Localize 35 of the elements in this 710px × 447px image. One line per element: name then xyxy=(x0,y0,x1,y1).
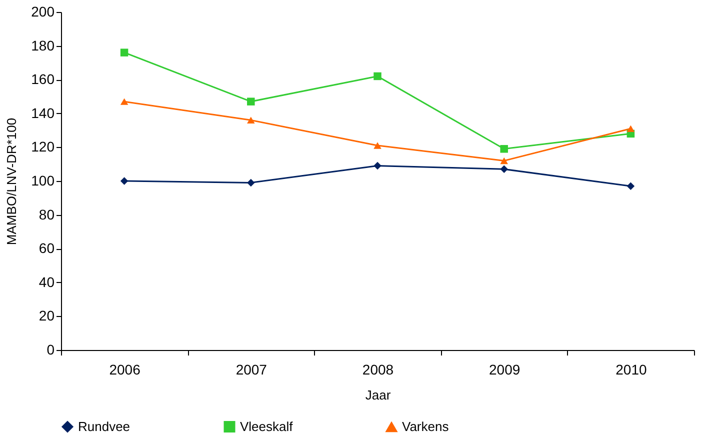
point xyxy=(374,72,382,80)
point xyxy=(500,145,508,153)
x-tick-label: 2007 xyxy=(236,362,268,378)
point xyxy=(374,142,382,149)
legend-label: Vleeskalf xyxy=(240,418,294,434)
x-tick-label: 2010 xyxy=(616,362,647,378)
x-tick-label: 2006 xyxy=(109,362,141,378)
y-tick-label: 40 xyxy=(38,274,55,290)
y-tick-label: 160 xyxy=(31,71,55,88)
y-axis-title: MAMBO/LNV-DR*100 xyxy=(4,118,20,246)
y-tick-label: 80 xyxy=(38,206,55,222)
x-tick-label: 2009 xyxy=(489,362,520,378)
point xyxy=(247,178,255,187)
legend-label: Varkens xyxy=(402,419,450,434)
point xyxy=(500,157,508,164)
point xyxy=(247,116,255,124)
point xyxy=(626,182,635,190)
y-tick-label: 60 xyxy=(38,240,55,256)
y-tick-label: 120 xyxy=(31,138,55,155)
x-axis-title: Jaar xyxy=(365,388,392,402)
point xyxy=(374,162,382,170)
y-tick-label: 100 xyxy=(31,172,55,188)
point xyxy=(120,98,128,105)
point xyxy=(120,177,128,185)
y-tick-label: 20 xyxy=(38,308,55,324)
legend-label: Rundvee xyxy=(78,418,130,434)
y-tick-label: 0 xyxy=(46,342,55,358)
y-tick-label: 180 xyxy=(31,37,55,54)
x-tick-label: 2008 xyxy=(362,362,394,378)
point xyxy=(247,98,255,106)
point xyxy=(500,165,508,174)
y-tick-label: 200 xyxy=(31,4,55,20)
y-tick-label: 140 xyxy=(31,104,55,121)
point xyxy=(626,125,635,132)
point xyxy=(120,48,128,56)
